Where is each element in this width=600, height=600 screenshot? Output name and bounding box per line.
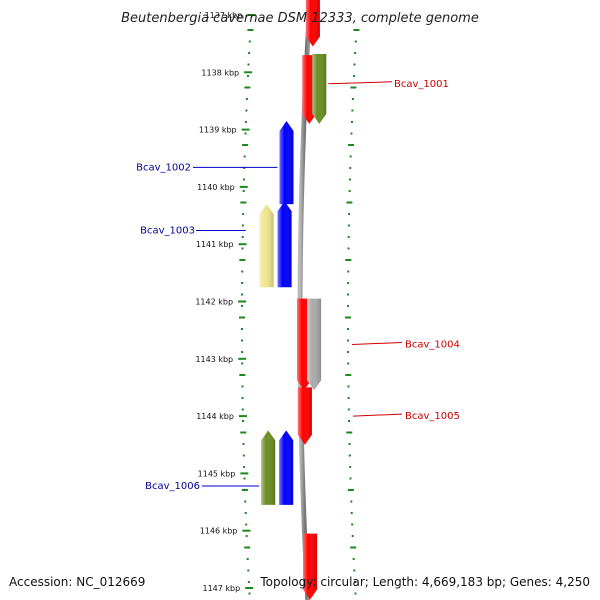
- gene-label[interactable]: Bcav_1006: [145, 481, 200, 492]
- gene-arrow[interactable]: [305, 0, 320, 47]
- gene-features: [259, 0, 327, 600]
- gene-arrow-shade: [305, 0, 320, 47]
- gene-arrow-shade: [261, 430, 276, 505]
- scale-tick-label: 1145 kbp: [198, 469, 236, 478]
- gene-arrow[interactable]: [279, 121, 294, 205]
- label-leader-line: [352, 413, 403, 417]
- gene-arrow-shade: [307, 298, 322, 391]
- gene-label[interactable]: Bcav_1001: [394, 79, 449, 90]
- label-leader-line: [352, 341, 403, 345]
- gene-arrow[interactable]: [312, 54, 327, 124]
- gene-arrow[interactable]: [259, 204, 274, 288]
- genome-title: Beutenbergia cavernae DSM 12333, complet…: [121, 11, 479, 26]
- gene-labels: Bcav_1001 Bcav_1002 Bcav_1003 Bcav_1004 Bcav…: [136, 79, 460, 492]
- scale-tick-label: 1142 kbp: [195, 298, 233, 307]
- scale-tick-label: 1143 kbp: [195, 355, 233, 364]
- gene-arrow-shade: [279, 121, 294, 205]
- gene-arrow-shade: [303, 533, 318, 600]
- gene-arrow-shade: [277, 201, 292, 288]
- scale-tick-label: 1137 kbp: [205, 11, 243, 20]
- gene-arrow-shade: [279, 430, 294, 505]
- label-leader-line: [328, 81, 393, 85]
- gene-arrow[interactable]: [303, 533, 318, 600]
- gene-arrow-shade: [312, 54, 327, 124]
- scale-tick-label: 1146 kbp: [200, 527, 238, 536]
- gene-arrow-shade: [259, 204, 274, 288]
- gene-arrow[interactable]: [297, 387, 312, 445]
- scale-tick-label: 1138 kbp: [201, 68, 239, 77]
- accession-text: Accession: NC_012669: [9, 575, 145, 589]
- topology-text: Topology: circular; Length: 4,669,183 bp…: [259, 575, 590, 589]
- scale-tick-label: 1147 kbp: [202, 584, 240, 593]
- scale-tick-label: 1140 kbp: [197, 183, 235, 192]
- gene-label[interactable]: Bcav_1004: [405, 339, 460, 350]
- scale-tick-label: 1144 kbp: [196, 412, 234, 421]
- gene-arrow[interactable]: [277, 201, 292, 288]
- scale-tick-label: 1141 kbp: [196, 240, 234, 249]
- gene-label[interactable]: Bcav_1005: [405, 411, 460, 422]
- gene-arrow[interactable]: [279, 430, 294, 505]
- gene-arrow[interactable]: [307, 298, 322, 391]
- gene-arrow-shade: [297, 387, 312, 445]
- gene-label[interactable]: Bcav_1003: [140, 225, 195, 236]
- ring-tick-marks: [239, 29, 360, 595]
- scale-ticks: 1137 kbp 1138 kbp 1139 kbp 1140 kbp 1141 kbp…: [195, 11, 256, 593]
- gene-label[interactable]: Bcav_1002: [136, 162, 191, 173]
- gene-arrow[interactable]: [261, 430, 276, 505]
- scale-tick-label: 1139 kbp: [199, 126, 237, 135]
